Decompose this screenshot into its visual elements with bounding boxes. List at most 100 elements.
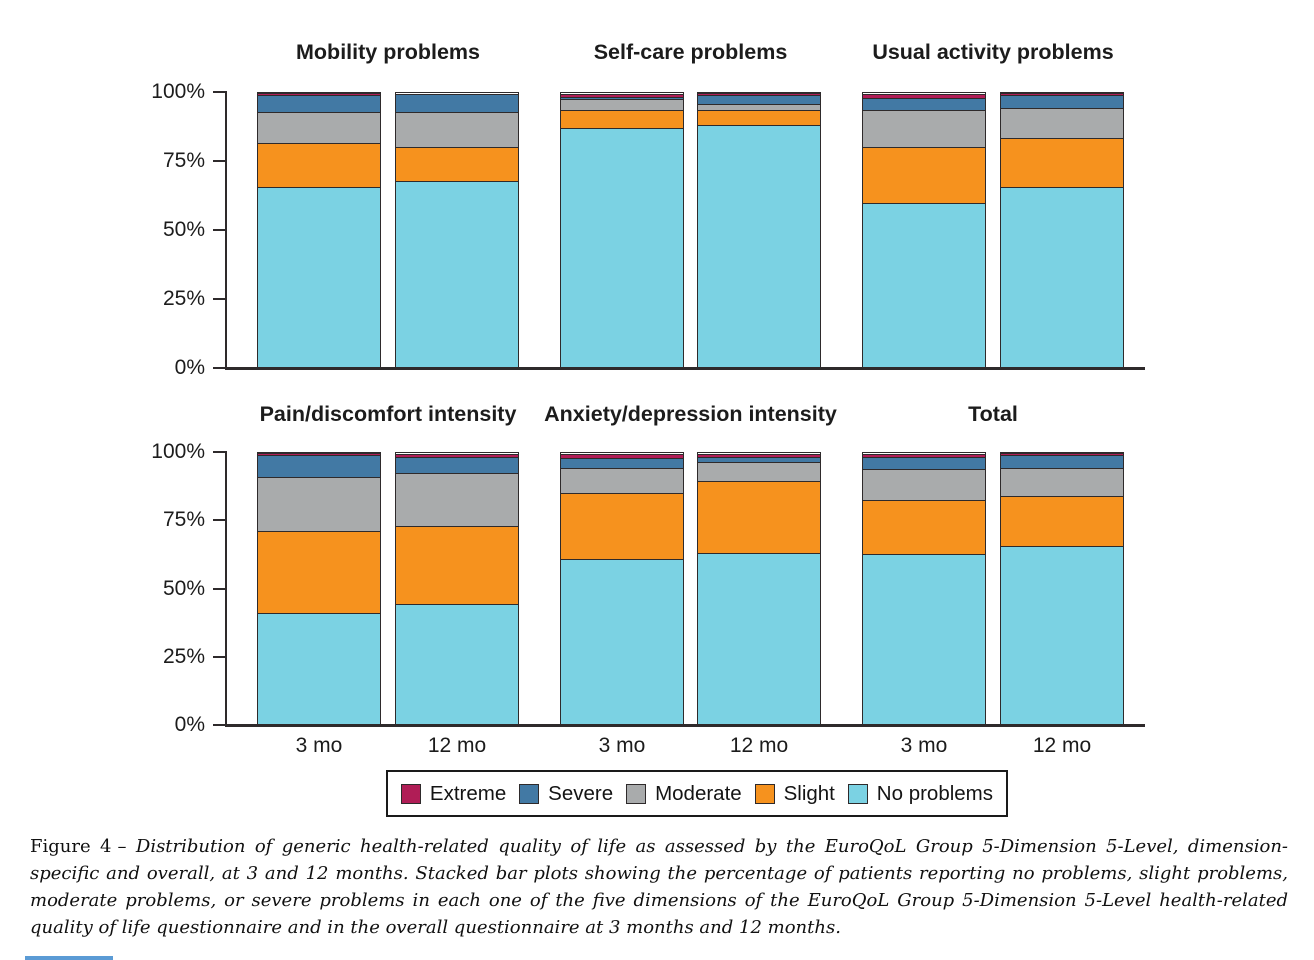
stacked-bar bbox=[862, 92, 986, 368]
bar-segment-extreme bbox=[863, 454, 985, 457]
bar-segment-moderate bbox=[258, 476, 380, 531]
bar-segment-no-problems bbox=[396, 181, 518, 367]
figure-caption: Figure 4– Distribution of generic health… bbox=[30, 833, 1288, 941]
bar-segment-severe bbox=[863, 98, 985, 111]
figure-caption-label: Figure 4 bbox=[30, 836, 112, 857]
legend-label: Severe bbox=[548, 781, 614, 805]
bar-segment-severe bbox=[698, 95, 820, 104]
y-axis-tick-label: 75% bbox=[162, 149, 205, 172]
bar-segment-extreme bbox=[1001, 93, 1123, 96]
bar-segment-no-problems bbox=[1001, 545, 1123, 724]
bar-segment-moderate bbox=[863, 110, 985, 148]
legend-swatch-extreme bbox=[400, 783, 421, 804]
bar-segment-slight bbox=[258, 143, 380, 187]
y-axis-tick bbox=[213, 91, 225, 93]
legend-item-moderate: Moderate bbox=[626, 782, 742, 806]
y-axis-tick-label: 0% bbox=[174, 713, 205, 736]
y-axis-tick bbox=[213, 367, 225, 369]
bar-segment-no-problems bbox=[1001, 186, 1123, 367]
bar-segment-severe bbox=[258, 455, 380, 477]
bar-segment-slight bbox=[698, 110, 820, 126]
bar-segment-extreme bbox=[698, 93, 820, 96]
legend-swatch-no-problems bbox=[847, 783, 868, 804]
x-axis-baseline bbox=[225, 724, 1145, 727]
bar-segment-slight bbox=[863, 499, 985, 554]
y-axis-line bbox=[225, 91, 227, 369]
bar-segment-slight bbox=[1001, 495, 1123, 546]
stacked-bar bbox=[395, 92, 519, 368]
y-axis-tick-label: 50% bbox=[162, 576, 205, 600]
x-axis-category-label: 12 mo bbox=[729, 734, 789, 757]
stacked-bar bbox=[697, 452, 821, 725]
legend-label: Extreme bbox=[429, 781, 507, 805]
legend-swatch-severe bbox=[519, 783, 540, 804]
y-axis-tick bbox=[213, 587, 225, 590]
bar-segment-extreme bbox=[258, 453, 380, 456]
panel-title: Usual activity problems bbox=[872, 40, 1114, 64]
bar-segment-no-problems bbox=[863, 553, 985, 724]
bar-segment-moderate bbox=[1001, 467, 1123, 496]
bar-segment-extreme bbox=[561, 454, 683, 459]
stacked-bar bbox=[257, 92, 381, 368]
x-axis-category-label: 12 mo bbox=[1032, 734, 1092, 757]
y-axis-tick-label: 25% bbox=[162, 287, 205, 310]
legend-item-severe: Severe bbox=[519, 782, 613, 806]
bar-segment-slight bbox=[258, 530, 380, 614]
panel-title: Pain/discomfort intensity bbox=[259, 402, 517, 426]
y-axis-tick bbox=[213, 229, 225, 231]
bar-segment-no-problems bbox=[561, 559, 683, 724]
stacked-bar bbox=[1000, 92, 1124, 368]
stacked-bar bbox=[1000, 452, 1124, 725]
y-axis-tick bbox=[213, 724, 225, 726]
y-axis-tick bbox=[213, 298, 225, 300]
bar-segment-severe bbox=[1001, 95, 1123, 108]
bar-segment-no-problems bbox=[698, 552, 820, 724]
bar-segment-extreme bbox=[561, 94, 683, 97]
bar-segment-no-problems bbox=[561, 128, 683, 367]
y-axis-tick-label: 50% bbox=[162, 218, 205, 241]
bar-segment-moderate bbox=[561, 99, 683, 111]
bar-segment-extreme bbox=[863, 94, 985, 99]
bar-segment-no-problems bbox=[258, 186, 380, 367]
x-axis-category-label: 3 mo bbox=[900, 734, 948, 757]
legend-label: Slight bbox=[783, 781, 835, 805]
bar-segment-extreme bbox=[1001, 453, 1123, 456]
bar-segment-moderate bbox=[396, 472, 518, 526]
stacked-bar bbox=[862, 452, 986, 725]
bar-segment-slight bbox=[396, 147, 518, 182]
bar-segment-slight bbox=[1001, 137, 1123, 187]
legend: Extreme Severe Moderate Slight No problems bbox=[386, 770, 1008, 817]
y-axis-tick bbox=[213, 451, 225, 453]
bar-segment-moderate bbox=[863, 468, 985, 500]
bar-segment-slight bbox=[396, 525, 518, 604]
cut-off-element-artifact bbox=[25, 956, 113, 960]
bar-segment-slight bbox=[863, 147, 985, 204]
bar-segment-no-problems bbox=[396, 603, 518, 724]
bar-segment-no-problems bbox=[258, 613, 380, 724]
y-axis-tick bbox=[213, 160, 225, 162]
panel-title: Mobility problems bbox=[296, 40, 480, 64]
legend-item-no-problems: No problems bbox=[847, 781, 994, 806]
x-axis-category-label: 3 mo bbox=[295, 734, 343, 757]
legend-label: Moderate bbox=[655, 781, 742, 805]
legend-label: No problems bbox=[876, 781, 994, 805]
bar-segment-extreme bbox=[396, 454, 518, 457]
bar-segment-severe bbox=[396, 456, 518, 473]
bar-segment-slight bbox=[561, 493, 683, 560]
x-axis-baseline bbox=[225, 367, 1145, 370]
bar-segment-severe bbox=[396, 94, 518, 112]
y-axis-line bbox=[225, 451, 227, 726]
panel-title: Total bbox=[968, 402, 1018, 426]
y-axis-tick-label: 25% bbox=[162, 644, 205, 668]
bar-segment-moderate bbox=[698, 103, 820, 111]
bar-segment-slight bbox=[561, 110, 683, 129]
bar-segment-severe bbox=[1001, 455, 1123, 468]
x-axis-category-label: 3 mo bbox=[598, 734, 646, 757]
bar-segment-severe bbox=[561, 458, 683, 468]
bar-segment-moderate bbox=[396, 111, 518, 148]
y-axis-tick bbox=[213, 519, 225, 522]
bar-segment-severe bbox=[698, 456, 820, 463]
stacked-bar bbox=[560, 92, 684, 368]
legend-swatch-moderate bbox=[626, 783, 647, 804]
